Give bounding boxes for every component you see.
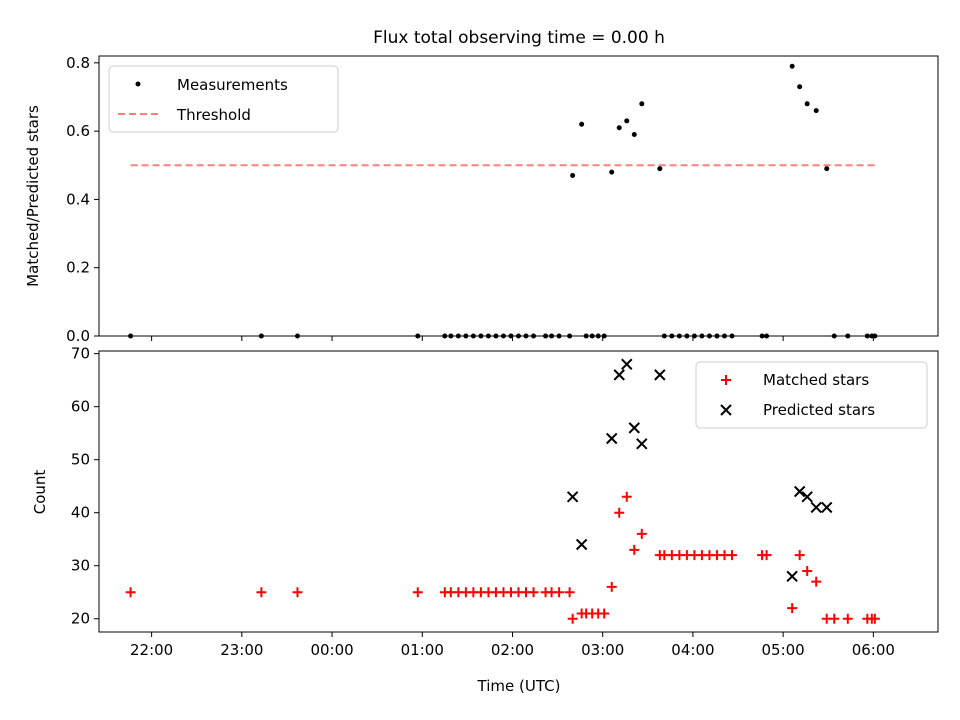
bottom-legend: Matched stars Predicted stars	[695, 361, 928, 429]
predicted-star-point	[810, 501, 822, 514]
matched-star-point	[412, 587, 423, 598]
matched-star-point	[606, 581, 617, 592]
y-tick-label: 50	[71, 451, 90, 469]
legend-matched-label: Matched stars	[763, 371, 869, 389]
legend-predicted-label: Predicted stars	[763, 401, 875, 419]
y-tick-label: 0.6	[66, 122, 90, 140]
y-tick-label: 0.0	[66, 327, 90, 345]
bottom-x-axis: 22:00 23:00 00:00 01:00 02:00 03:00 04:00 05:00…	[130, 632, 895, 659]
matched-star-point	[787, 603, 798, 614]
top-y-axis: 0.0 0.2 0.4 0.6 0.8	[66, 54, 99, 345]
x-tick-label: 22:00	[130, 641, 173, 659]
legend-matched-marker	[721, 375, 731, 385]
x-tick-label: 02:00	[491, 641, 534, 659]
matched-star-point	[528, 587, 539, 598]
predicted-star-point	[621, 358, 633, 370]
measurement-point	[624, 118, 630, 124]
legend-measurements-label: Measurements	[177, 76, 288, 94]
measurement-point	[639, 101, 645, 107]
top-panel: 0.00.20.40.60.8 Matched/Predicted stars …	[24, 54, 939, 345]
y-tick-label: 60	[71, 398, 90, 416]
matched-star-point	[802, 566, 813, 577]
measurement-point	[616, 125, 622, 131]
measurement-point	[570, 173, 576, 179]
bottom-panel: 22:00 23:00 00:00 01:00 02:00 03:00 04:00 05:00…	[31, 345, 939, 695]
x-tick-label: 05:00	[762, 641, 805, 659]
bottom-legend-box	[695, 361, 928, 429]
y-tick-label: 30	[71, 557, 90, 575]
measurement-point	[804, 101, 810, 107]
legend-measurements-marker	[135, 81, 141, 87]
matched-star-point	[564, 587, 575, 598]
x-tick-label: 01:00	[401, 641, 444, 659]
matched-star-point	[727, 550, 738, 561]
predicted-star-point	[793, 485, 806, 498]
predicted-star-point	[613, 369, 625, 381]
top-axes-frame	[98, 55, 939, 337]
measurement-point	[824, 166, 830, 172]
predicted-star-point	[636, 438, 648, 450]
predicted-star-point	[654, 369, 666, 381]
x-axis-label: Time (UTC)	[477, 677, 561, 695]
y-tick-label: 0.4	[66, 190, 90, 208]
legend-threshold-label: Threshold	[176, 106, 251, 124]
figure-title: Flux total observing time = 0.00 h	[373, 28, 665, 48]
matched-star-point	[636, 528, 647, 539]
y-tick-label: 70	[71, 345, 90, 363]
x-tick-label: 06:00	[852, 641, 895, 659]
y-tick-label: 0.8	[66, 54, 90, 72]
y-tick-label: 0.2	[66, 259, 90, 277]
x-tick-label: 03:00	[581, 641, 624, 659]
legend-predicted-marker	[720, 404, 732, 416]
bottom-y-axis-label: Count	[31, 470, 49, 515]
top-y-axis-label: Matched/Predicted stars	[24, 105, 42, 287]
matched-star-point	[629, 544, 640, 555]
matched-star-point	[869, 613, 880, 624]
matched-star-point	[125, 587, 136, 598]
predicted-star-point	[606, 432, 618, 445]
matched-star-point	[829, 613, 840, 624]
matched-star-point	[621, 491, 632, 502]
matched-star-point	[256, 587, 267, 598]
bottom-y-axis: 20 30 40 50 60 70	[71, 345, 99, 628]
matched-star-point	[761, 550, 772, 561]
top-legend-box	[108, 65, 339, 133]
measurement-point	[579, 121, 585, 127]
x-tick-label: 23:00	[220, 641, 263, 659]
predicted-star-point	[566, 491, 579, 503]
x-tick-label: 04:00	[671, 641, 714, 659]
matched-star-point	[599, 608, 610, 619]
predicted-star-point	[821, 501, 833, 514]
predicted-star-point	[801, 491, 813, 503]
x-tick-label: 00:00	[310, 641, 353, 659]
measurement-point	[631, 132, 637, 138]
predicted-star-point	[575, 538, 588, 551]
matched-star-point	[794, 550, 805, 561]
measurement-point	[609, 169, 615, 175]
measurement-point	[813, 108, 819, 114]
matched-star-point	[614, 507, 625, 518]
predicted-star-point	[786, 570, 798, 583]
matched-star-point	[811, 576, 822, 587]
matched-star-point	[842, 613, 853, 624]
measurement-point	[657, 166, 663, 172]
measurement-point	[789, 63, 795, 69]
y-tick-label: 40	[71, 504, 90, 522]
y-tick-label: 20	[71, 610, 90, 628]
matched-star-point	[292, 587, 303, 598]
predicted-star-point	[628, 422, 640, 434]
measurement-point	[797, 84, 803, 90]
matched-star-point	[554, 587, 565, 598]
top-legend: Measurements Threshold	[108, 65, 339, 133]
bottom-plot-area	[125, 358, 880, 624]
top-x-ticks	[151, 336, 874, 341]
matched-star-point	[567, 613, 578, 624]
bottom-axes-frame	[98, 350, 939, 633]
